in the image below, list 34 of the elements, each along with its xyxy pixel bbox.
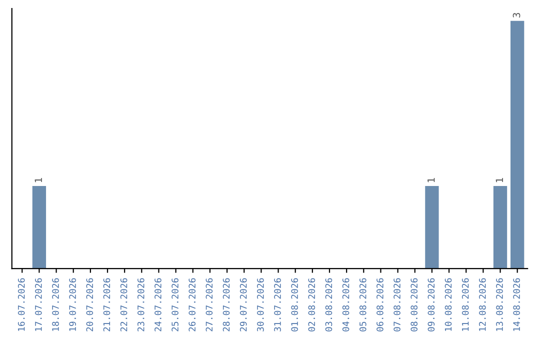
x-tick-label: 27.07.2026 — [206, 278, 213, 332]
x-tick-label: 21.07.2026 — [103, 278, 110, 332]
x-tick-label: 01.08.2026 — [291, 278, 298, 332]
x-tick-label: 28.07.2026 — [222, 278, 230, 332]
x-tick-label: 09.08.2026 — [428, 278, 435, 332]
x-tick-label: 11.08.2026 — [462, 278, 469, 331]
x-tick-label: 16.07.2026 — [18, 278, 25, 331]
x-tick-label: 25.07.2026 — [172, 278, 178, 332]
x-tick-label: 31.07.2026 — [274, 278, 281, 332]
x-tick-label: 26.07.2026 — [188, 278, 196, 332]
x-tick-label: 29.07.2026 — [240, 278, 247, 332]
data-label: 1 — [34, 178, 42, 182]
x-tick-label: 13.08.2026 — [496, 278, 503, 331]
x-tick-label: 20.07.2026 — [86, 278, 94, 332]
x-tick-label: 19.07.2026 — [69, 278, 76, 331]
x-tick-label: 05.08.2026 — [359, 278, 366, 332]
x-tick-label: 30.07.2026 — [257, 278, 264, 332]
data-label: 1 — [496, 178, 503, 182]
x-tick-label: 12.08.2026 — [478, 278, 486, 331]
x-tick-label: 10.08.2026 — [444, 278, 452, 331]
x-tick-label: 06.08.2026 — [376, 278, 384, 332]
x-tick-label: 24.07.2026 — [154, 278, 162, 332]
x-tick-label: 23.07.2026 — [137, 278, 144, 332]
x-tick-label: 22.07.2026 — [120, 278, 128, 332]
x-tick-label: 08.08.2026 — [410, 278, 418, 332]
x-tick-label: 02.08.2026 — [308, 278, 316, 332]
x-tick-label: 04.08.2026 — [342, 278, 350, 332]
x-tick-label: 03.08.2026 — [325, 278, 332, 332]
x-tick-label: 14.08.2026 — [513, 278, 520, 331]
data-label: 1 — [428, 178, 435, 182]
x-tick-label: 18.07.2026 — [52, 278, 59, 331]
x-tick-label: 17.07.2026 — [35, 278, 42, 331]
x-tick-label: 07.08.2026 — [394, 278, 400, 332]
data-label: 3 — [512, 12, 520, 18]
